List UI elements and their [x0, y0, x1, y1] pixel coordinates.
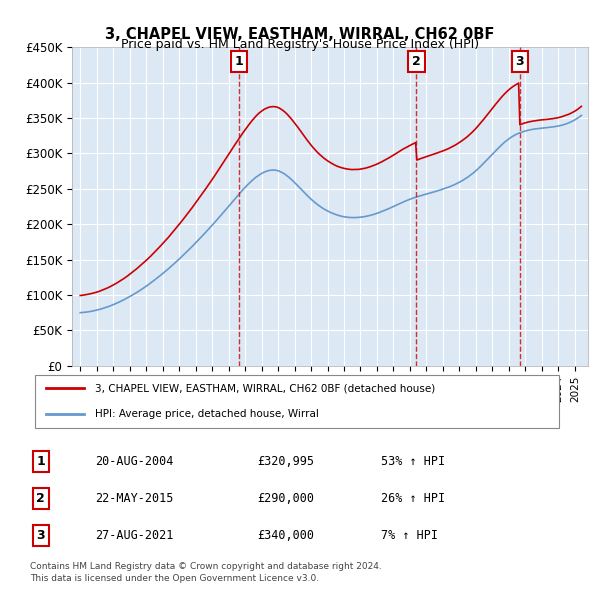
Text: Contains HM Land Registry data © Crown copyright and database right 2024.: Contains HM Land Registry data © Crown c…	[30, 562, 382, 571]
Text: 3, CHAPEL VIEW, EASTHAM, WIRRAL, CH62 0BF: 3, CHAPEL VIEW, EASTHAM, WIRRAL, CH62 0B…	[106, 27, 494, 41]
Text: HPI: Average price, detached house, Wirral: HPI: Average price, detached house, Wirr…	[95, 409, 319, 419]
Text: Price paid vs. HM Land Registry's House Price Index (HPI): Price paid vs. HM Land Registry's House …	[121, 38, 479, 51]
Text: 3: 3	[515, 55, 524, 68]
Text: 1: 1	[37, 455, 45, 468]
Text: 26% ↑ HPI: 26% ↑ HPI	[381, 492, 445, 505]
Text: £320,995: £320,995	[257, 455, 314, 468]
FancyBboxPatch shape	[35, 375, 559, 428]
Text: 3, CHAPEL VIEW, EASTHAM, WIRRAL, CH62 0BF (detached house): 3, CHAPEL VIEW, EASTHAM, WIRRAL, CH62 0B…	[95, 384, 435, 393]
Text: 20-AUG-2004: 20-AUG-2004	[95, 455, 173, 468]
Text: £340,000: £340,000	[257, 529, 314, 542]
Text: 7% ↑ HPI: 7% ↑ HPI	[381, 529, 438, 542]
Text: 27-AUG-2021: 27-AUG-2021	[95, 529, 173, 542]
Text: £290,000: £290,000	[257, 492, 314, 505]
Text: This data is licensed under the Open Government Licence v3.0.: This data is licensed under the Open Gov…	[30, 574, 319, 583]
Text: 2: 2	[412, 55, 421, 68]
Text: 2: 2	[37, 492, 45, 505]
Text: 1: 1	[235, 55, 244, 68]
Text: 3: 3	[37, 529, 45, 542]
Text: 22-MAY-2015: 22-MAY-2015	[95, 492, 173, 505]
Text: 53% ↑ HPI: 53% ↑ HPI	[381, 455, 445, 468]
